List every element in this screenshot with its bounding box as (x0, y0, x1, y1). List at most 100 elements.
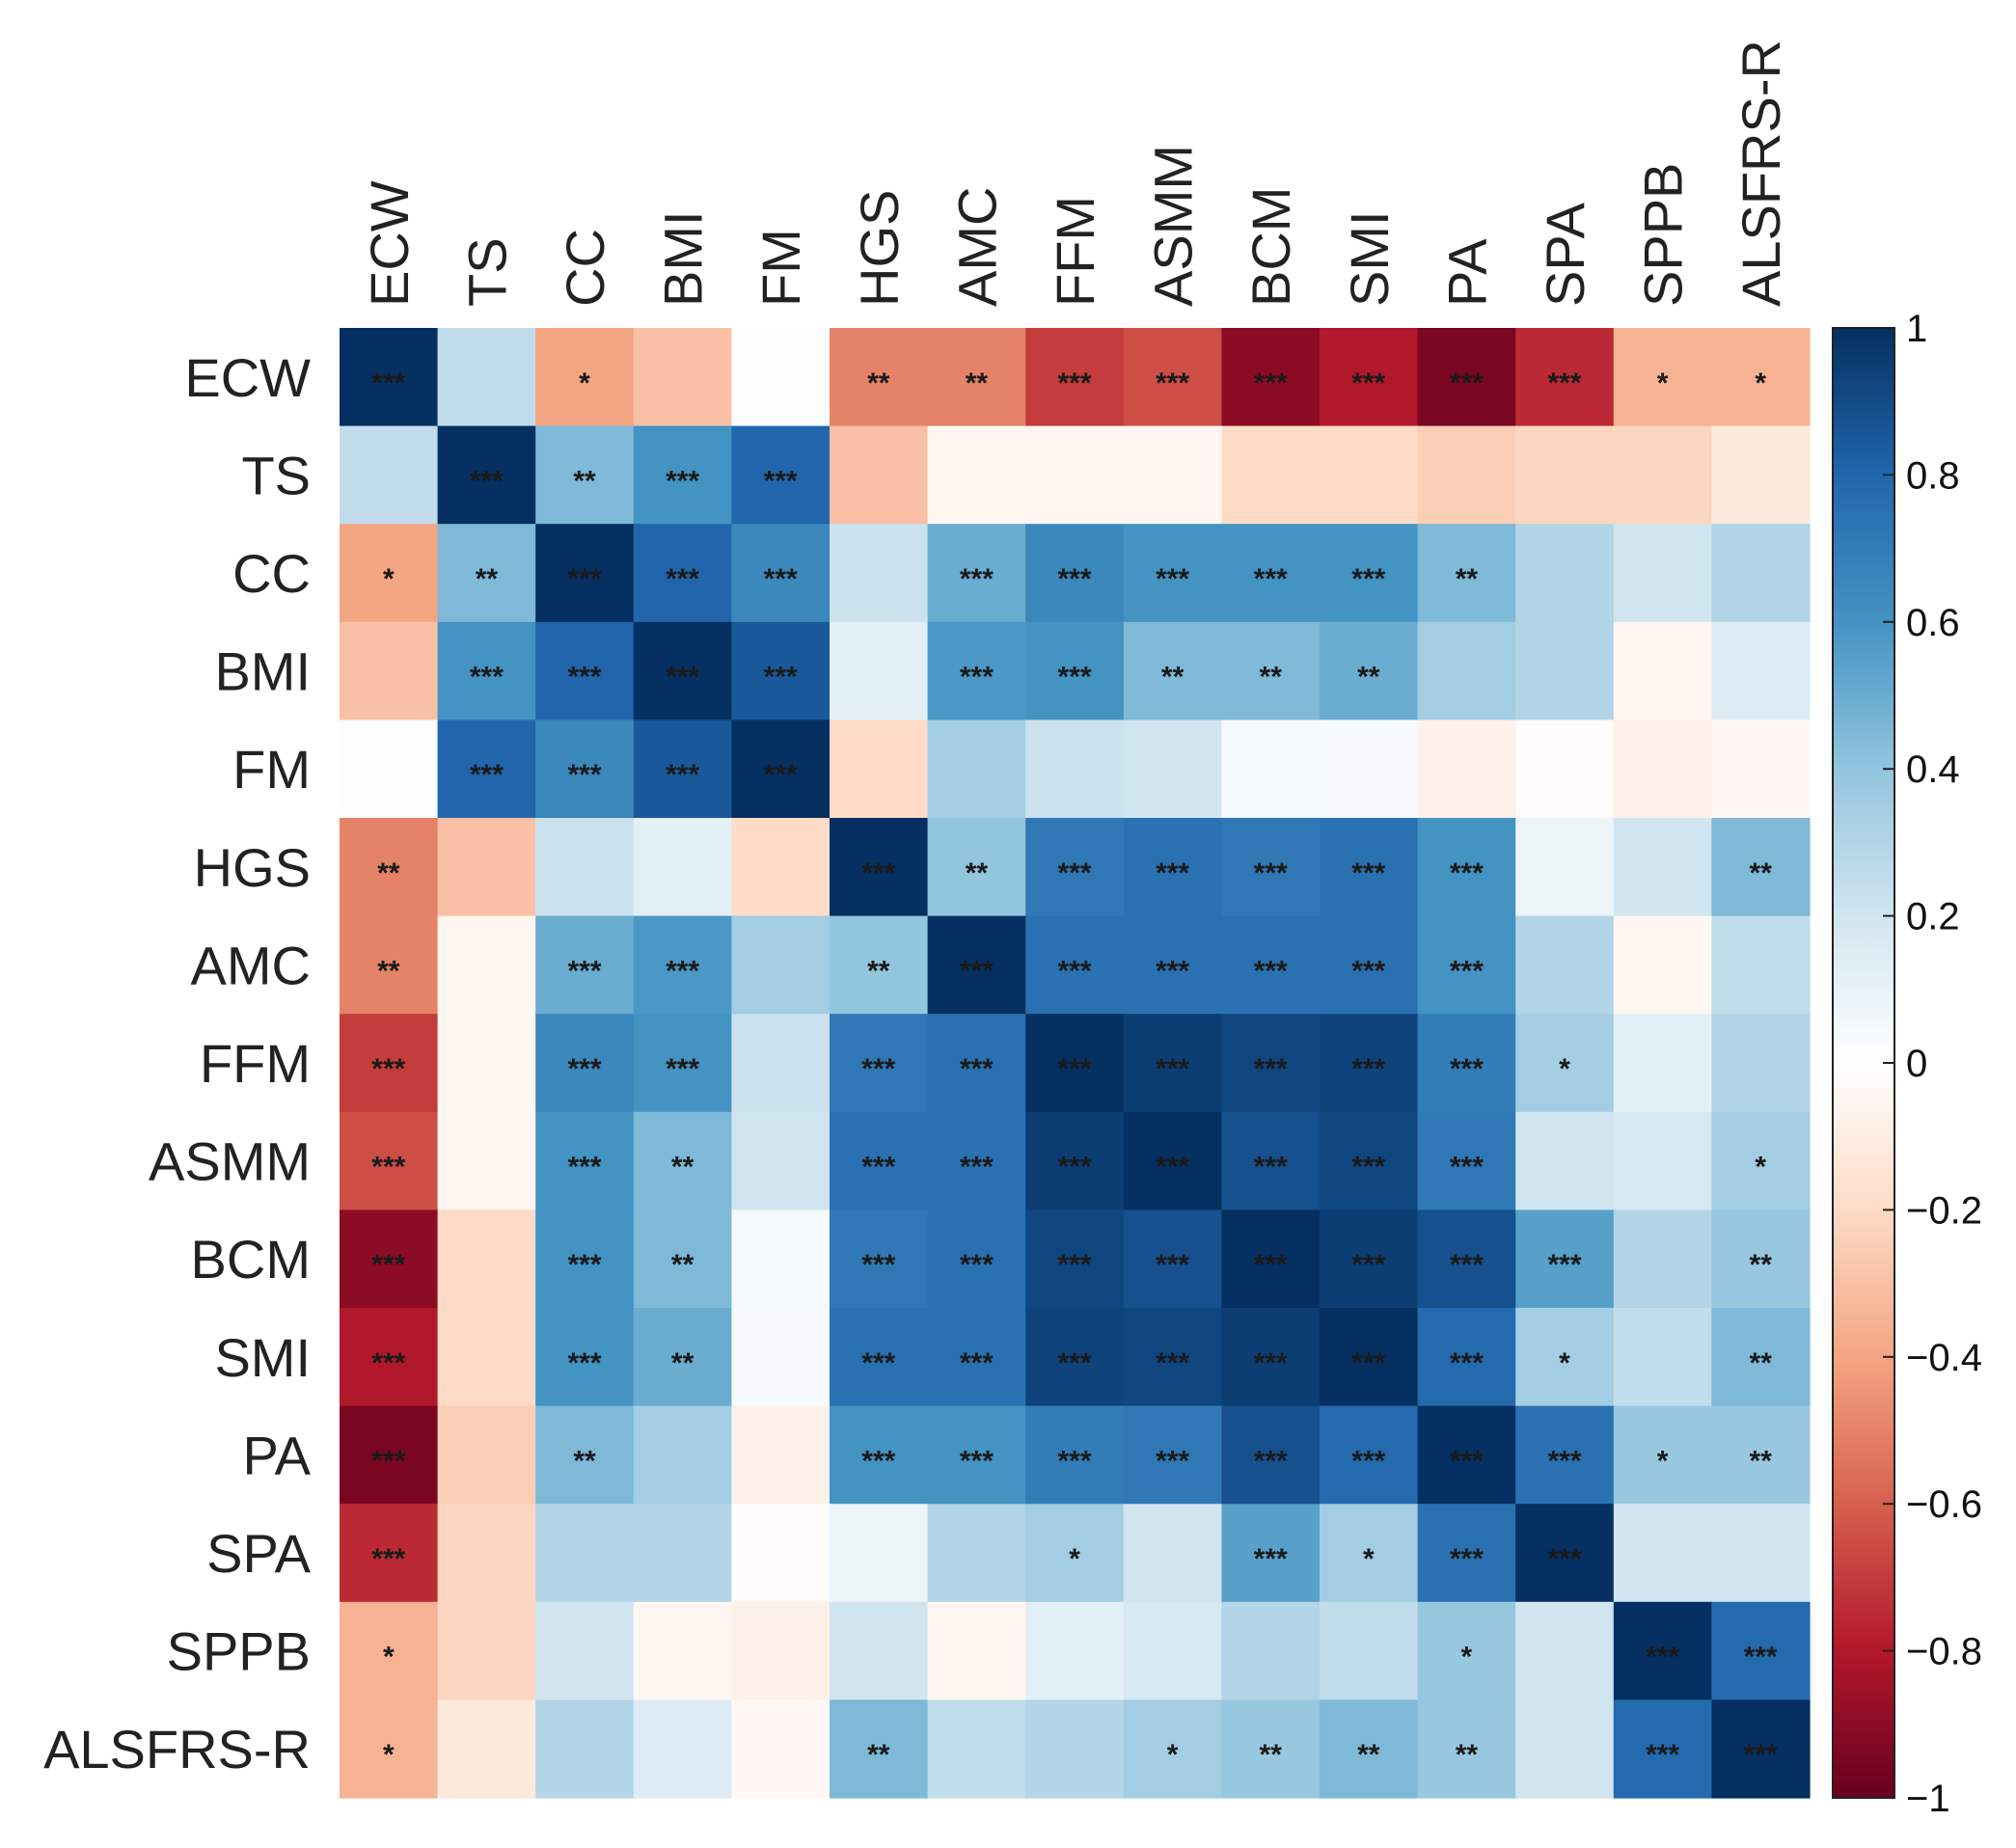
heatmap-cell-HGS-FM (731, 818, 831, 917)
significance-label: ** (1357, 1739, 1380, 1771)
heatmap-cell-TS-BMI (633, 425, 732, 525)
significance-label: ** (1456, 1739, 1479, 1771)
heatmap-cell-FFM-TS (437, 1014, 536, 1113)
heatmap-cell-SMI-AMC (927, 1308, 1026, 1407)
heatmap-cell-ALSFRS-R-SPPB (1613, 1699, 1712, 1799)
heatmap-cell-SMI-SMI (1320, 1308, 1419, 1407)
significance-label: *** (666, 955, 699, 987)
heatmap-cell-TS-CC (535, 425, 635, 525)
heatmap-cell-BCM-FM (731, 1209, 831, 1309)
heatmap-cell-FFM-CC (535, 1014, 635, 1113)
colorbar-tick-label: 0.6 (1906, 602, 1960, 644)
heatmap-cell-PA-SPA (1515, 1405, 1615, 1505)
heatmap-cell-ECW-BMI (633, 328, 732, 427)
heatmap-cell-BMI-HGS (830, 621, 929, 720)
significance-label: *** (1156, 367, 1189, 399)
heatmap-cell-ALSFRS-R-ASMM (1123, 1699, 1222, 1799)
heatmap-cell-SPA-HGS (830, 1504, 929, 1603)
heatmap-cell-CC-BMI (633, 524, 732, 623)
heatmap-cell-ASMM-BMI (633, 1111, 732, 1210)
significance-label: * (383, 1642, 395, 1673)
heatmap-cell-CC-AMC (927, 524, 1026, 623)
heatmap-cell-BCM-AMC (927, 1209, 1026, 1309)
heatmap-cell-AMC-SPA (1515, 915, 1615, 1015)
row-label-HGS: HGS (194, 837, 311, 898)
heatmap-cell-BMI-TS (437, 621, 536, 720)
significance-label: ** (1750, 1347, 1773, 1379)
heatmap-cell-SPPB-ALSFRS-R (1711, 1601, 1811, 1700)
significance-label: * (1657, 1445, 1669, 1477)
heatmap-cell-AMC-CC (535, 915, 635, 1015)
heatmap-cell-SPA-PA (1417, 1504, 1516, 1603)
significance-label: *** (1057, 955, 1091, 987)
heatmap-cell-SMI-ECW (340, 1308, 439, 1407)
heatmap-cell-BMI-AMC (927, 621, 1026, 720)
significance-label: *** (960, 1445, 994, 1477)
heatmap-cell-SPPB-BMI (633, 1601, 732, 1700)
heatmap-cell-FM-PA (1417, 720, 1516, 819)
column-label-TS: TS (456, 237, 517, 307)
significance-label: * (1167, 1739, 1179, 1771)
significance-label: *** (470, 662, 504, 693)
heatmap-cell-ALSFRS-R-TS (437, 1699, 536, 1799)
significance-label: *** (1254, 1249, 1288, 1281)
heatmap-cell-AMC-AMC (927, 915, 1026, 1015)
colorbar-tick-label: 0.4 (1906, 748, 1960, 791)
heatmap-cell-FFM-FFM (1025, 1014, 1125, 1113)
heatmap-cell-SPA-ASMM (1123, 1504, 1222, 1603)
heatmap-cell-ASMM-ALSFRS-R (1711, 1111, 1811, 1210)
heatmap-cell-SPPB-BCM (1221, 1601, 1321, 1700)
heatmap-cell-HGS-HGS (830, 818, 929, 917)
heatmap-cell-SPA-ECW (340, 1504, 439, 1603)
significance-label: *** (764, 465, 798, 497)
heatmap-cell-SPA-AMC (927, 1504, 1026, 1603)
heatmap-cell-BCM-ASMM (1123, 1209, 1222, 1309)
heatmap-cell-BCM-SPPB (1613, 1209, 1712, 1309)
significance-label: *** (1646, 1642, 1679, 1673)
heatmap-cell-HGS-FFM (1025, 818, 1125, 917)
heatmap-cell-SPA-SPPB (1613, 1504, 1712, 1603)
significance-label: *** (1744, 1739, 1778, 1771)
significance-label: ** (867, 1739, 890, 1771)
heatmap-cell-PA-TS (437, 1405, 536, 1505)
significance-label: *** (1450, 1249, 1484, 1281)
significance-label: *** (764, 662, 798, 693)
heatmap-cell-HGS-CC (535, 818, 635, 917)
column-label-ALSFRS-R: ALSFRS-R (1730, 40, 1791, 307)
significance-label: ** (867, 955, 890, 987)
column-label-AMC: AMC (946, 187, 1007, 307)
heatmap-cell-PA-PA (1417, 1405, 1516, 1505)
heatmap-cell-SMI-SPA (1515, 1308, 1615, 1407)
heatmap-cell-CC-ECW (340, 524, 439, 623)
heatmap-cell-ECW-ECW (340, 328, 439, 427)
heatmap-cell-SMI-FM (731, 1308, 831, 1407)
heatmap-cell-TS-SPPB (1613, 425, 1712, 525)
significance-label: ** (1750, 1249, 1773, 1281)
significance-label: * (1559, 1347, 1570, 1379)
column-labels: ECW TS CC BMI FM HGS AMC FFM ASMM BCM SMI PA SPA SPPB… (359, 40, 1791, 307)
significance-label: *** (371, 1543, 405, 1575)
heatmap-cell-FFM-BMI (633, 1014, 732, 1113)
heatmap-cell-ASMM-SPPB (1613, 1111, 1712, 1210)
heatmap-cell-BMI-SMI (1320, 621, 1419, 720)
heatmap-cell-FM-CC (535, 720, 635, 819)
significance-label: *** (1351, 1249, 1385, 1281)
heatmap-cell-SPPB-SMI (1320, 1601, 1419, 1700)
significance-label: *** (1351, 1445, 1385, 1477)
significance-label: *** (861, 1053, 895, 1085)
heatmap-cell-BMI-SPA (1515, 621, 1615, 720)
heatmap-cell-FM-BMI (633, 720, 732, 819)
row-label-BMI: BMI (214, 641, 311, 702)
significance-label: *** (1450, 1543, 1484, 1575)
heatmap-cell-TS-SPA (1515, 425, 1615, 525)
heatmap-cell-TS-TS (437, 425, 536, 525)
heatmap-cell-FM-SMI (1320, 720, 1419, 819)
significance-label: *** (960, 955, 994, 987)
significance-label: ** (1161, 662, 1185, 693)
heatmap-cell-SPPB-TS (437, 1601, 536, 1700)
significance-label: *** (666, 759, 699, 791)
significance-label: *** (1450, 857, 1484, 889)
significance-label: *** (1254, 563, 1288, 595)
heatmap-cell-BCM-SPA (1515, 1209, 1615, 1309)
heatmap-cell-BCM-ALSFRS-R (1711, 1209, 1811, 1309)
